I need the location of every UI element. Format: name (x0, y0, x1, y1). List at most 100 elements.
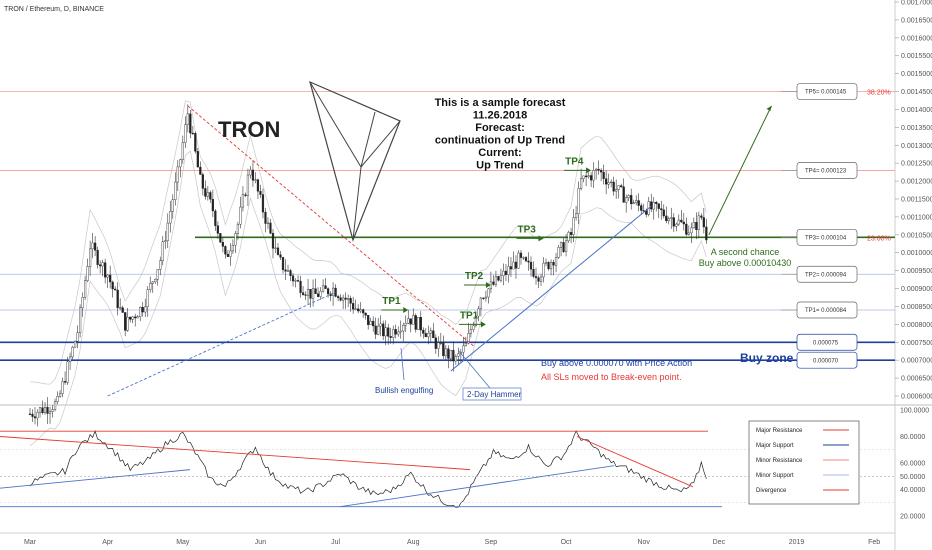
target-box (796, 161, 858, 179)
candle-body (271, 233, 275, 249)
candle-body (316, 293, 320, 297)
candle-body (224, 246, 227, 255)
chart-title: TRON (218, 117, 280, 142)
candle-body (392, 329, 395, 338)
candle-body (627, 195, 630, 198)
candle-body (564, 240, 568, 252)
candle-body (635, 200, 638, 203)
candle-body (402, 325, 405, 332)
candle-body (600, 170, 603, 173)
tp-marker-label: TP1 (382, 296, 401, 307)
candle-body (622, 186, 625, 203)
candle-body (216, 225, 219, 234)
price-tick-label: 0.0016500 (901, 17, 932, 24)
tp-marker-label: TP2 (465, 271, 484, 282)
candle-body (389, 336, 392, 338)
time-tick-label: Jun (255, 539, 266, 546)
price-tick-label: 0.0006000 (901, 394, 932, 401)
candle-body (201, 174, 204, 189)
candle-body (28, 413, 32, 415)
candle-body (677, 219, 680, 225)
legend: Major Resistance Major Support Minor Resis… (748, 420, 860, 505)
candle-body (497, 276, 500, 281)
candle-body (397, 331, 400, 335)
price-tick-label: 0.0008500 (901, 304, 932, 311)
candle-body (149, 283, 152, 290)
price-tick-label: 0.0010500 (901, 232, 932, 239)
candle-body (144, 306, 147, 313)
candle-body (469, 329, 472, 334)
target-box (796, 83, 858, 100)
candle-body (294, 280, 297, 282)
price-tick-label: 0.0007000 (901, 358, 932, 365)
candle-body (382, 323, 385, 337)
level-fib-label: 23.60% (867, 235, 891, 242)
candle-body (66, 361, 69, 383)
candle-body (91, 242, 94, 250)
candle-body (99, 264, 102, 267)
candle-body (56, 396, 59, 402)
candle-body (289, 270, 292, 276)
legend-label: Major Resistance (756, 428, 803, 434)
candle-body (362, 309, 365, 314)
candle-body (537, 277, 540, 282)
candle-body (597, 168, 600, 171)
hammer-pointer (457, 349, 491, 389)
candle-body (121, 307, 124, 313)
candle-body (464, 342, 467, 347)
candle-body (116, 289, 119, 309)
price-tick-label: 0.0017000 (901, 0, 932, 7)
candle-body (577, 188, 580, 214)
candle-body (605, 178, 608, 185)
candle-body (104, 262, 107, 278)
candle-body (590, 175, 593, 181)
candle-body (587, 175, 590, 178)
tp-marker-label: TP1 (460, 310, 479, 321)
price-tick-label: 0.0006500 (901, 376, 932, 383)
candle-body (522, 257, 525, 259)
candle-body (569, 232, 573, 235)
time-tick-label: May (176, 539, 190, 546)
candle-body (607, 182, 610, 185)
price-tick-label: 0.0013000 (901, 143, 932, 150)
candle-body (236, 223, 240, 234)
candle-body (154, 278, 157, 283)
candle-body (114, 288, 117, 291)
candle-body (146, 289, 149, 308)
candle-body (552, 262, 555, 266)
candle-body (637, 200, 640, 206)
candle-body (314, 288, 317, 295)
target-box (796, 228, 858, 246)
candle-body (434, 337, 437, 349)
candle-body (387, 327, 390, 337)
band-upper (29, 100, 707, 385)
candle-body (89, 248, 92, 267)
candle-body (231, 244, 235, 252)
candle-body (189, 113, 192, 134)
candle-body (181, 142, 184, 160)
tron-logo (309, 80, 401, 242)
candle-body (655, 202, 658, 204)
candle-body (482, 297, 485, 300)
candle-body (660, 208, 663, 211)
engulfing-pointer (400, 347, 405, 381)
candle-body (672, 217, 675, 227)
candle-body (324, 285, 327, 289)
candle-body (407, 318, 410, 324)
candle-body (71, 347, 74, 358)
candle-body (136, 316, 139, 319)
candle-body (494, 276, 498, 285)
candle-body (131, 316, 134, 320)
rsi-line (29, 430, 707, 508)
candle-body (662, 209, 665, 217)
tp-marker-arrowhead (480, 321, 486, 328)
candle-body (700, 215, 703, 218)
candle-body (602, 171, 605, 179)
buy-zone-text: Buy zone (740, 351, 794, 365)
candle-body (549, 262, 553, 270)
candle-body (51, 409, 54, 412)
candle-body (33, 416, 37, 419)
candle-body (554, 257, 558, 266)
candle-body (321, 285, 325, 292)
candle-body (484, 296, 488, 299)
